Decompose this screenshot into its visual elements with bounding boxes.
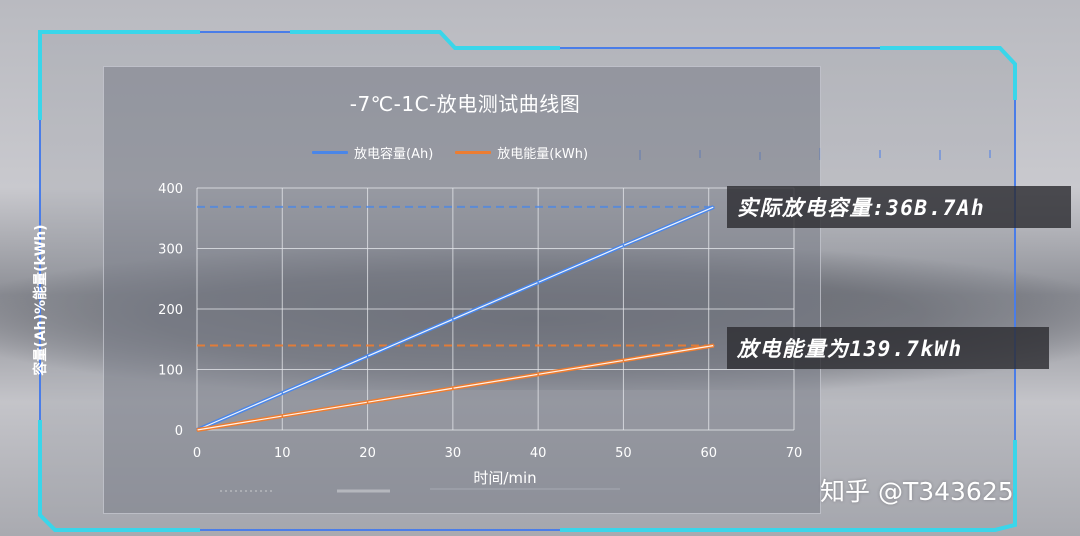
chart-panel — [103, 66, 821, 514]
y-tick-label: 100 — [158, 364, 183, 379]
data-point-capacity — [537, 281, 539, 284]
data-point-energy — [452, 387, 454, 390]
series-line-highlight-energy — [196, 344, 714, 431]
frame-corner-top-right — [880, 46, 1017, 100]
legend-swatch-capacity — [312, 150, 348, 154]
frame-corner-bottom-left — [38, 420, 200, 532]
data-point-capacity — [713, 206, 715, 208]
legend-item-capacity: 放电容量(Ah) — [312, 143, 433, 162]
data-point-energy — [622, 359, 625, 362]
x-tick-label: 70 — [786, 446, 803, 461]
x-tick-label: 10 — [274, 446, 291, 461]
data-point-energy — [281, 415, 284, 417]
series-line-highlight-capacity — [196, 206, 715, 431]
x-tick-label: 20 — [359, 446, 376, 461]
data-point-capacity — [622, 244, 625, 247]
legend-swatch-energy — [455, 150, 492, 154]
x-tick-label: 0 — [193, 446, 201, 461]
x-tick-label: 50 — [615, 446, 632, 461]
data-point-capacity — [366, 355, 369, 357]
x-tick-label: 40 — [530, 446, 547, 461]
chart-legend: 放电容量(Ah) 放电能量(kWh) — [312, 142, 588, 162]
watermark: 知乎 @T343625 — [820, 477, 1014, 506]
y-tick-label: 300 — [158, 243, 183, 258]
y-tick-label: 400 — [158, 182, 183, 197]
capacity-callout: 实际放电容量:36B.7Ah — [727, 186, 1071, 228]
energy-callout: 放电能量为139.7kWh — [727, 327, 1049, 369]
data-point-capacity — [281, 392, 284, 394]
frame-corner-bottom-right — [560, 440, 1017, 532]
y-tick-label: 200 — [158, 303, 183, 318]
frame-edge-top — [290, 30, 560, 50]
chart-title: -7℃-1C-放电测试曲线图 — [349, 92, 581, 116]
legend-label-energy: 放电能量(kWh) — [497, 146, 589, 162]
data-point-energy — [537, 373, 539, 376]
legend-item-energy: 放电能量(kWh) — [455, 143, 588, 162]
data-point-energy — [366, 401, 369, 403]
data-point-energy — [196, 429, 198, 431]
x-tick-label: 30 — [445, 446, 462, 461]
data-point-energy — [713, 344, 715, 347]
x-tick-label: 60 — [700, 446, 717, 461]
x-axis-label: 时间/min — [473, 469, 537, 487]
frame-corner-top-left — [38, 30, 200, 120]
data-point-capacity — [452, 318, 454, 321]
legend-label-capacity: 放电容量(Ah) — [354, 146, 434, 162]
y-tick-label: 0 — [175, 424, 183, 439]
